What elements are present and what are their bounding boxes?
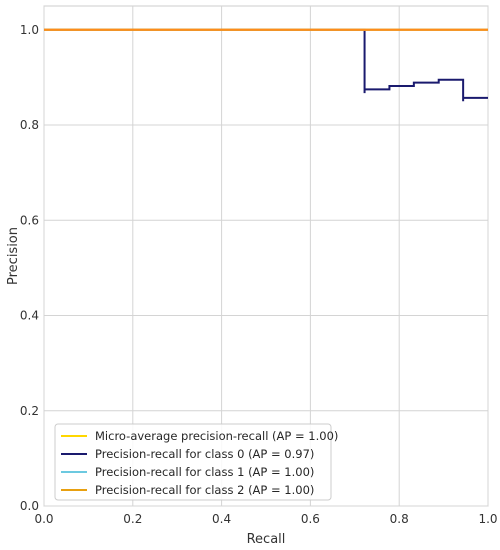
legend-box bbox=[54, 423, 332, 501]
x-tick-label: 1.0 bbox=[478, 512, 497, 526]
x-tick-label: 0.0 bbox=[34, 512, 53, 526]
x-tick-label: 0.4 bbox=[212, 512, 231, 526]
plot-area bbox=[43, 5, 489, 507]
legend: Micro-average precision-recall (AP = 1.0… bbox=[54, 423, 338, 501]
legend-entry: Precision-recall for class 0 (AP = 0.97) bbox=[95, 447, 314, 461]
y-axis-title: Precision bbox=[6, 227, 21, 285]
legend-entry: Precision-recall for class 1 (AP = 1.00) bbox=[95, 465, 314, 479]
x-tick-label: 0.2 bbox=[123, 512, 142, 526]
x-tick-label: 0.6 bbox=[301, 512, 320, 526]
y-tick-label: 1.0 bbox=[20, 23, 39, 37]
series-line-1 bbox=[44, 28, 488, 102]
x-tick-labels: 0.0 0.2 0.4 0.6 0.8 1.0 bbox=[34, 512, 497, 526]
y-tick-label: 0.0 bbox=[20, 499, 39, 513]
legend-entry: Micro-average precision-recall (AP = 1.0… bbox=[95, 429, 338, 443]
y-tick-label: 0.4 bbox=[20, 309, 39, 323]
legend-entry: Precision-recall for class 2 (AP = 1.00) bbox=[95, 483, 314, 497]
series-lines bbox=[44, 28, 488, 102]
grid-lines bbox=[43, 6, 489, 507]
y-tick-label: 0.8 bbox=[20, 118, 39, 132]
y-tick-labels: 0.0 0.2 0.4 0.6 0.8 1.0 bbox=[20, 23, 39, 513]
y-tick-label: 0.6 bbox=[20, 213, 39, 227]
x-tick-label: 0.8 bbox=[390, 512, 409, 526]
y-tick-label: 0.2 bbox=[20, 404, 39, 418]
x-axis-title: Recall bbox=[247, 532, 286, 547]
